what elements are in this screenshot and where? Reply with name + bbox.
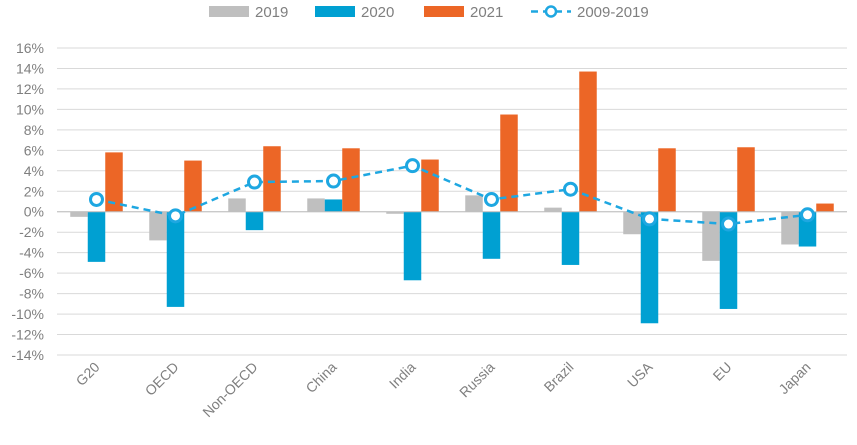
y-tick-label: -2% [19,224,44,240]
bar-2021 [658,148,676,212]
x-tick-label: Russia [456,359,498,401]
bar-2020 [403,211,422,281]
legend-label: 2009-2019 [577,4,649,21]
y-tick-label: 0% [24,204,44,220]
bars [70,71,834,324]
x-tick-label: G20 [73,359,103,389]
y-tick-label: 14% [16,60,44,76]
legend-swatch [424,6,464,17]
x-tick-label: USA [624,358,656,390]
x-tick-label: Japan [775,359,813,397]
legend-label: 2019 [255,4,288,21]
bar-2020 [87,211,106,262]
bar-2021 [500,114,518,212]
legend: 2019 2020 2021 2009-2019 [209,4,649,21]
legend-swatch [209,6,249,17]
bar-2020 [482,211,501,259]
bar-2020 [640,211,659,324]
legend-swatch [315,6,355,17]
legend-item: 2021 [424,4,503,21]
y-tick-label: 6% [24,142,44,158]
y-tick-label: 4% [24,163,44,179]
y-tick-label: 16% [16,40,44,56]
series-line [89,158,815,232]
x-axis: G20 OECD Non-OECD China India Russia Brazil USA… [73,358,814,420]
line-point [168,208,183,224]
line-point [642,211,657,227]
y-tick-label: -6% [19,265,44,281]
bar-2021 [184,160,202,212]
bar-2019 [702,211,720,261]
y-axis: -14% -12% -10% -8% -6% -4% -2% 0% 2% 4% 6% 8% 10% 12%… [11,40,44,363]
line-point [563,181,578,197]
bar-2019 [465,195,483,212]
bar-2019 [544,207,562,212]
x-tick-label: OECD [142,359,182,399]
y-tick-label: 10% [16,101,44,117]
bar-2019 [149,211,167,241]
x-tick-label: Non-OECD [199,359,260,420]
line-point [800,207,815,223]
legend-item: 2009-2019 [531,4,649,21]
line-point [247,174,262,190]
series-line-2009-2019 [96,164,808,226]
bar-2021 [579,71,597,212]
legend-label: 2020 [361,4,394,21]
y-tick-label: 8% [24,122,44,138]
bar-2021 [105,152,123,212]
bar-2021 [342,148,360,212]
bar-2019 [307,198,325,212]
line-point [326,173,341,189]
y-tick-label: -8% [19,286,44,302]
bar-2021 [263,146,281,212]
line-point [89,191,104,207]
bar-2020 [561,211,580,265]
line-point [721,216,736,232]
legend-marker [544,5,558,18]
bar-2021 [816,203,834,212]
line-point [484,191,499,207]
bar-2021 [421,159,439,212]
bar-2019 [386,211,404,214]
gridlines [57,47,847,356]
bar-2019 [781,211,799,245]
legend-item: 2019 [209,4,288,21]
y-tick-label: 2% [24,183,44,199]
y-tick-label: 12% [16,81,44,97]
bar-2019 [623,211,641,235]
y-tick-label: -14% [11,347,44,363]
bar-2020 [245,211,264,231]
x-tick-label: Brazil [541,359,577,395]
bar-2020 [324,199,343,212]
x-tick-label: EU [710,359,735,384]
line-point [405,158,420,174]
bar-2021 [737,147,755,212]
bar-2020 [166,211,185,307]
bar-2019 [228,198,246,212]
bar-2019 [70,211,88,217]
bar-2020 [719,211,738,309]
y-tick-label: -10% [11,306,44,322]
legend-label: 2021 [470,4,503,21]
legend-item: 2020 [315,4,394,21]
x-tick-label: China [302,359,339,396]
x-tick-label: India [386,359,419,392]
y-tick-label: -4% [19,245,44,261]
y-tick-label: -12% [11,327,44,343]
